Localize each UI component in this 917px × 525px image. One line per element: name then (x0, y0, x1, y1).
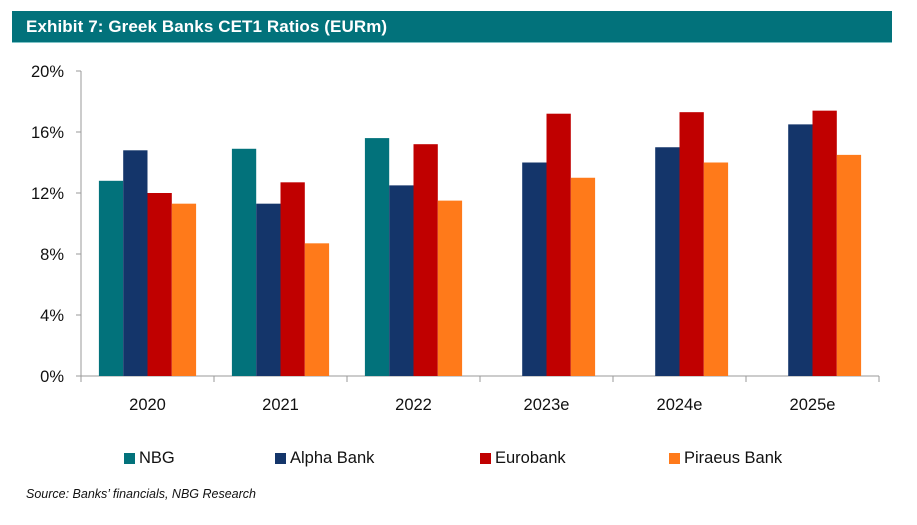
legend-swatch (669, 453, 680, 464)
legend-item-nbg: NBG (124, 449, 175, 468)
y-tick-label: 4% (40, 307, 64, 325)
y-tick-labels: 0% 4% 8% 12% 16% 20% (31, 63, 64, 386)
legend-item-eurobank: Eurobank (480, 449, 566, 468)
bar-eurobank-2025e (812, 110, 837, 377)
bar-eurobank-2020 (147, 193, 172, 376)
legend-label: NBG (139, 449, 175, 467)
bar-alpha-bank-2021 (256, 203, 281, 376)
x-tick-label: 2022 (395, 396, 432, 414)
legend-swatch (275, 453, 286, 464)
legend-swatch (480, 453, 491, 464)
bar-alpha-bank-2022 (389, 185, 414, 376)
bar-piraeus-bank-2023e (570, 177, 596, 376)
bar-alpha-bank-2025e (788, 124, 813, 376)
bars (98, 110, 862, 377)
bar-eurobank-2023e (546, 113, 571, 376)
x-tick-label: 2021 (262, 396, 299, 414)
y-tick-label: 0% (40, 368, 64, 386)
bar-piraeus-bank-2022 (437, 200, 463, 376)
bar-eurobank-2021 (280, 182, 305, 376)
bar-piraeus-bank-2021 (304, 243, 330, 376)
source-note: Source: Banks’ financials, NBG Research (26, 487, 256, 501)
chart-title: Exhibit 7: Greek Banks CET1 Ratios (EURm… (26, 17, 388, 36)
legend-label: Piraeus Bank (684, 449, 783, 467)
bar-nbg-2022 (364, 138, 390, 376)
x-tick-label: 2025e (790, 396, 836, 414)
y-tick-label: 20% (31, 63, 64, 81)
bar-nbg-2021 (231, 148, 257, 376)
x-tick-label: 2023e (524, 396, 570, 414)
bar-piraeus-bank-2025e (836, 154, 862, 376)
legend-swatch (124, 453, 135, 464)
legend: NBG Alpha Bank Eurobank Piraeus Bank (0, 449, 917, 471)
bar-chart: 0%4%8%12%16%20% 2020 2021 2022 2023e 2024e 20… (31, 63, 880, 414)
legend-label: Eurobank (495, 449, 566, 467)
bar-alpha-bank-2020 (123, 150, 148, 376)
x-tick-label: 2020 (129, 396, 166, 414)
x-tick-labels: 2020 2021 2022 2023e 2024e 2025e (129, 396, 835, 414)
y-tick-label: 8% (40, 246, 64, 264)
x-tick-label: 2024e (657, 396, 703, 414)
bar-piraeus-bank-2024e (703, 162, 729, 376)
bar-alpha-bank-2023e (522, 162, 547, 376)
bar-alpha-bank-2024e (655, 147, 680, 376)
bar-eurobank-2022 (413, 144, 438, 376)
bar-eurobank-2024e (679, 112, 704, 377)
legend-item-piraeus-bank: Piraeus Bank (669, 449, 782, 468)
y-tick-label: 12% (31, 185, 64, 203)
legend-label: Alpha Bank (290, 449, 375, 467)
exhibit-header: Exhibit 7: Greek Banks CET1 Ratios (EURm… (12, 11, 892, 43)
axes (76, 70, 880, 382)
bar-piraeus-bank-2020 (171, 203, 197, 376)
y-tick-label: 16% (31, 124, 64, 142)
bar-nbg-2020 (98, 180, 124, 376)
legend-item-alpha-bank: Alpha Bank (275, 449, 374, 468)
